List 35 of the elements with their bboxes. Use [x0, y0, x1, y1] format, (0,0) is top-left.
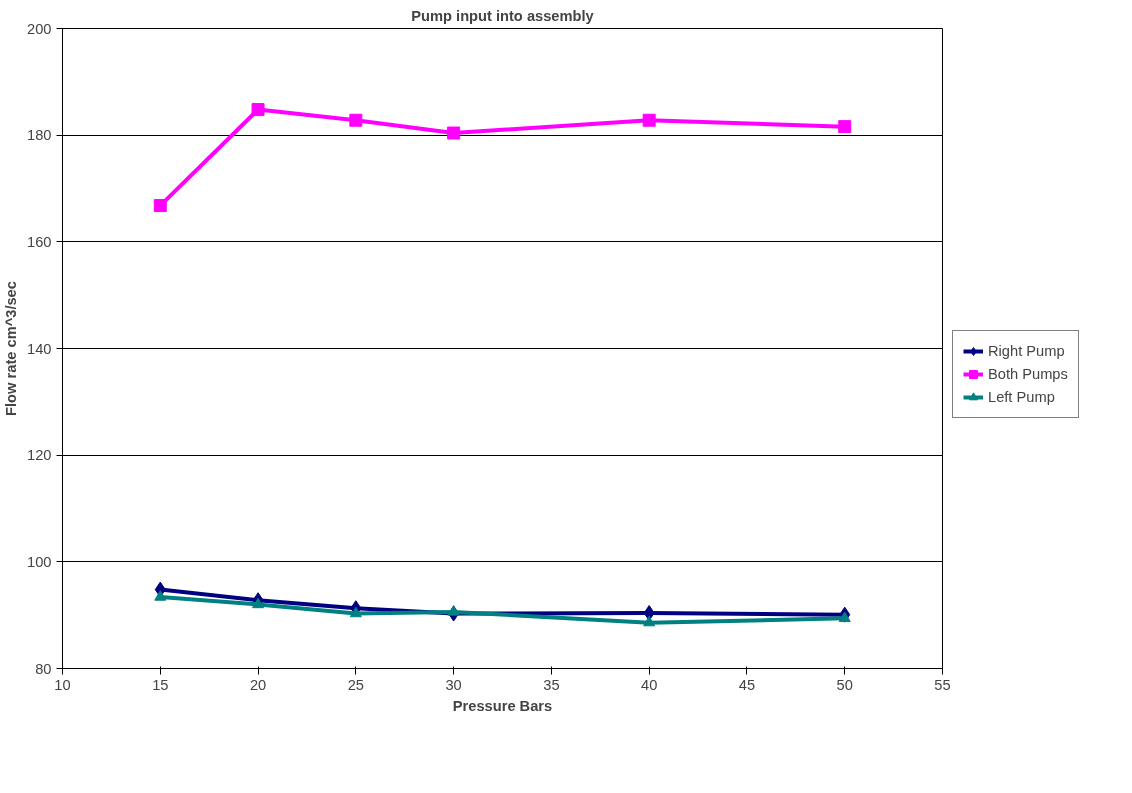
point	[447, 126, 461, 140]
x-tick-label: 20	[249, 676, 267, 693]
x-tick-label: 35	[543, 676, 560, 693]
y-tick-label: 180	[27, 127, 52, 144]
point	[838, 611, 851, 623]
legend-label: Left Pump	[988, 389, 1055, 405]
y-tick-label: 200	[27, 20, 52, 37]
x-tick-label: 45	[738, 676, 756, 693]
point	[153, 199, 167, 213]
point	[154, 590, 167, 601]
y-tick-label: 80	[35, 660, 52, 677]
point	[349, 606, 362, 618]
x-tick-label: 55	[934, 676, 951, 693]
y-tick-label: 120	[27, 447, 52, 464]
legend-label: Both Pumps	[988, 366, 1068, 382]
x-tick-label: 15	[152, 676, 169, 693]
y-tick-label: 140	[27, 340, 52, 357]
y-tick-label: 160	[27, 233, 52, 250]
x-axis-title: Pressure Bars	[452, 697, 553, 714]
x-tick-label: 40	[641, 676, 658, 693]
x-tick-label: 50	[836, 676, 853, 693]
y-axis-title: Flow rate cm^3/sec	[3, 281, 20, 416]
point	[349, 113, 363, 127]
x-tick-label: 25	[347, 676, 364, 693]
x-tick-label: 10	[54, 676, 71, 693]
point	[251, 103, 265, 117]
y-tick-label: 100	[27, 553, 52, 570]
legend-label: Right Pump	[988, 343, 1065, 359]
point	[252, 597, 265, 609]
point	[642, 113, 656, 127]
x-tick-label: 30	[445, 676, 462, 693]
point	[643, 615, 656, 627]
chart-title: Pump input into assembly	[411, 7, 595, 24]
point	[838, 120, 852, 134]
point	[447, 605, 460, 616]
